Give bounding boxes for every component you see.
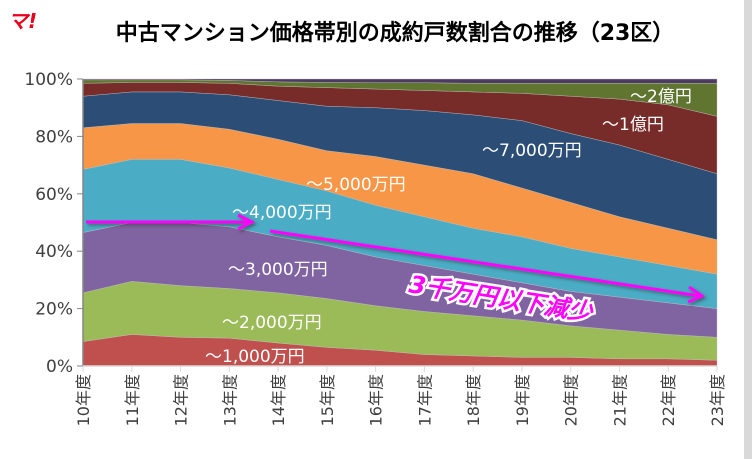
series-label-3000: ～3,000万円 <box>228 260 328 280</box>
series-label-4000: ～4,000万円 <box>232 203 332 223</box>
x-tick-label: 19年度 <box>513 374 532 426</box>
arrow-down <box>269 229 701 298</box>
y-tick-label: 60% <box>35 185 73 205</box>
x-tick-label: 15年度 <box>318 374 337 426</box>
series-label-2000: ～2,000万円 <box>222 313 322 333</box>
x-tick-label: 23年度 <box>708 374 727 426</box>
logo: マ! <box>8 9 37 33</box>
x-tick-label: 22年度 <box>659 374 678 426</box>
x-tick-label: 14年度 <box>269 374 288 426</box>
y-tick-label: 80% <box>35 127 73 147</box>
x-tick-label: 20年度 <box>562 374 581 426</box>
x-tick-label: 10年度 <box>74 374 93 426</box>
y-tick-label: 100% <box>24 70 73 90</box>
x-tick-label: 21年度 <box>610 374 629 426</box>
area-series-8 <box>82 78 718 84</box>
series-label-7000: ～7,000万円 <box>482 141 582 161</box>
x-tick-label: 12年度 <box>172 374 191 426</box>
arrow-head-down <box>687 285 706 304</box>
arrow-head-flat <box>237 213 256 231</box>
x-tick-label: 18年度 <box>464 374 483 426</box>
y-tick-label: 20% <box>35 300 73 320</box>
x-tick-label: 11年度 <box>123 374 142 426</box>
x-tick-label: 17年度 <box>415 374 434 426</box>
x-tick-label: 13年度 <box>220 374 239 426</box>
x-tick-label: 16年度 <box>367 374 386 426</box>
y-tick-label: 0% <box>46 357 73 377</box>
trend-arrows <box>86 213 706 304</box>
series-label-1000: ～1,000万円 <box>205 347 305 367</box>
series-label-1oku: ～1億円 <box>602 115 664 135</box>
series-label-5000: ～5,000万円 <box>306 175 406 195</box>
logo-text: マ! <box>8 9 37 33</box>
chart-title: 中古マンション価格帯別の成約戸数割合の推移（23区） <box>116 20 675 46</box>
series-label-2oku: ～2億円 <box>630 87 692 107</box>
y-tick-label: 40% <box>35 242 73 262</box>
